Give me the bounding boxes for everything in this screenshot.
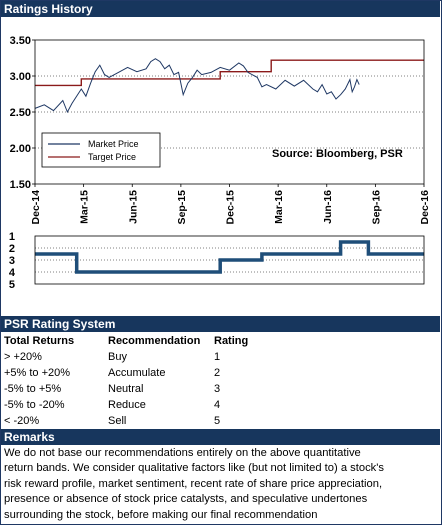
- source-annotation: Source: Bloomberg, PSR: [272, 148, 403, 160]
- rating-cell: 2: [214, 367, 221, 379]
- price-y-tick-label: 2.00: [10, 143, 31, 155]
- price-x-tick-label: Mar-15: [79, 190, 91, 224]
- legend-market-label: Market Price: [88, 139, 139, 149]
- rating-cell: 4: [214, 399, 221, 411]
- price-chart-grid: [35, 75, 424, 149]
- price-y-tick-label: 1.50: [10, 179, 31, 191]
- recommendation-cell: Buy: [108, 351, 127, 363]
- rating-y-tick-label: 4: [9, 267, 16, 279]
- price-plot-area: [34, 39, 425, 185]
- returns-cell: -5% to +5%: [4, 383, 62, 395]
- market-price-line: [34, 58, 360, 114]
- returns-cell: +5% to +20%: [4, 367, 71, 379]
- price-y-tick-label: 2.50: [10, 107, 31, 119]
- price-x-tick-label: Jun-16: [322, 190, 334, 224]
- price-x-tick-label: Dec-15: [225, 190, 237, 225]
- rating-y-tick-label: 5: [9, 279, 15, 290]
- rating-cell: 3: [214, 383, 221, 395]
- rating-y-tick-label: 2: [9, 243, 15, 255]
- returns-cell: > +20%: [4, 351, 42, 363]
- price-y-tick-label: 3.00: [10, 71, 31, 83]
- remarks-line: presence or absence of stock price catal…: [4, 493, 368, 506]
- rating-plot-area: [34, 235, 425, 285]
- rating-system-table: Total Returns Recommendation Rating > +2…: [4, 333, 304, 429]
- header-total-returns: Total Returns: [4, 335, 75, 347]
- remarks-line: We do not base our recommendations entir…: [4, 447, 361, 459]
- recommendation-cell: Neutral: [108, 383, 144, 395]
- remarks-text: We do not base our recommendations entir…: [4, 446, 438, 523]
- rating-y-tick-label: 3: [9, 255, 15, 267]
- header-recommendation: Recommendation: [108, 335, 201, 347]
- ratings-history-header: Ratings History: [1, 1, 440, 17]
- price-x-tick-label: Jun-15: [127, 190, 139, 224]
- rating-y-tick-label: 1: [9, 231, 15, 243]
- price-x-tick-label: Dec-16: [419, 190, 431, 225]
- legend-box: [41, 132, 161, 168]
- price-y-tick-label: 3.50: [10, 35, 31, 47]
- price-chart-x-ticks: Dec-14 Mar-15 Jun-15 Sep-15 Dec-15 Mar-16 Jun-…: [30, 184, 431, 224]
- remarks-header: Remarks: [1, 429, 440, 445]
- remarks-line: risk reward profile, market sentiment, r…: [4, 477, 383, 490]
- table-row: -5% to -20% Reduce 4: [4, 397, 304, 413]
- price-x-tick-label: Sep-15: [176, 190, 188, 225]
- price-chart-legend: Market Price Target Price: [41, 132, 161, 168]
- price-chart: 3.50 3.00 2.50 2.00 1.50 Dec-14 Mar-15 Jun-15 S…: [10, 35, 431, 224]
- rating-cell: 5: [214, 415, 221, 427]
- table-row: > +20% Buy 1: [4, 349, 304, 365]
- remarks-line: return bands. We consider qualitative fa…: [4, 462, 384, 475]
- rating-table-header-row: Total Returns Recommendation Rating: [4, 333, 304, 349]
- target-price-line: [35, 59, 424, 87]
- returns-cell: -5% to -20%: [4, 399, 65, 411]
- rating-chart-grid: [35, 247, 424, 273]
- header-rating: Rating: [214, 335, 249, 347]
- price-x-tick-label: Mar-16: [273, 190, 285, 224]
- rating-cell: 1: [214, 351, 221, 363]
- price-x-tick-label: Dec-14: [30, 190, 42, 225]
- price-chart-y-ticks: 3.50 3.00 2.50 2.00 1.50: [10, 35, 35, 191]
- legend-target-label: Target Price: [88, 152, 136, 162]
- table-row: -5% to +5% Neutral 3: [4, 381, 304, 397]
- returns-cell: < -20%: [4, 415, 40, 427]
- table-row: < -20% Sell 5: [4, 413, 304, 429]
- price-x-tick-label: Sep-16: [370, 190, 382, 225]
- recommendation-cell: Reduce: [108, 399, 146, 411]
- rating-system-header: PSR Rating System: [1, 316, 440, 332]
- rating-line: [35, 240, 424, 274]
- table-row: +5% to +20% Accumulate 2: [4, 365, 304, 381]
- recommendation-cell: Accumulate: [108, 367, 166, 379]
- recommendation-cell: Sell: [108, 415, 127, 427]
- remarks-line: surrounding the stock, before making our…: [4, 508, 318, 521]
